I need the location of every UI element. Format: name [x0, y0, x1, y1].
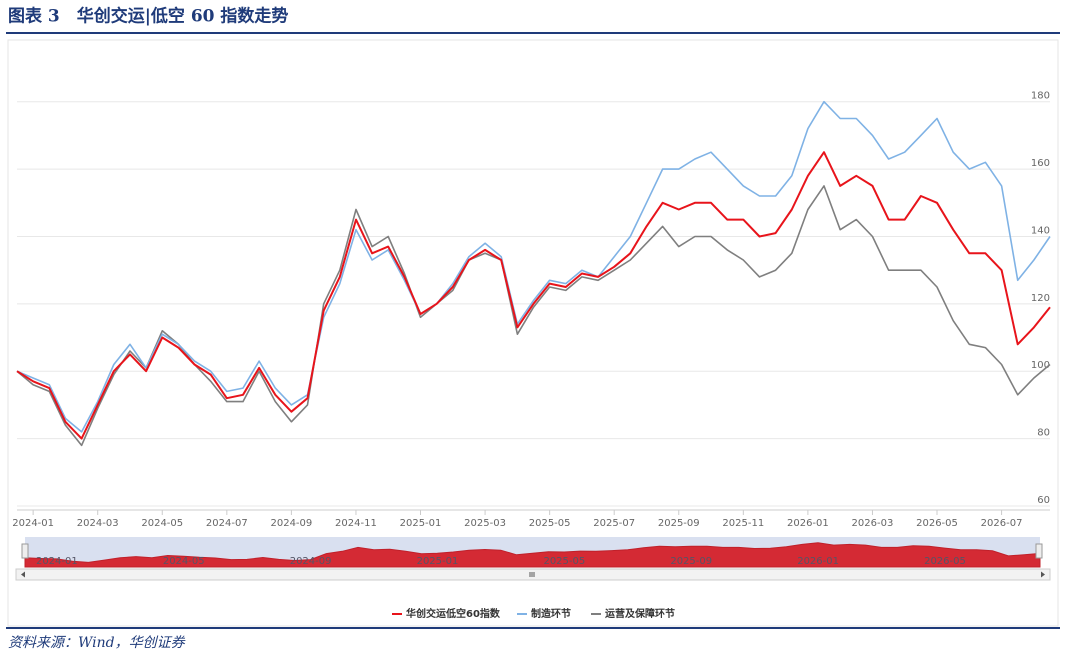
source: 资料来源：Wind，华创证券: [8, 635, 186, 651]
y-tick-label: 160: [1031, 158, 1050, 169]
legend-label: 运营及保障环节: [605, 607, 675, 620]
legend-label: 制造环节: [531, 607, 571, 620]
y-tick-label: 120: [1031, 293, 1050, 304]
x-tick-label: 2025-11: [722, 518, 764, 529]
x-tick-label: 2024-03: [77, 518, 119, 529]
x-tick-label: 2025-09: [658, 518, 700, 529]
y-tick-label: 140: [1031, 225, 1050, 236]
x-tick-label: 2026-05: [916, 518, 958, 529]
x-tick-label: 2026-01: [787, 518, 829, 529]
series-line: [16, 100, 1051, 433]
series-line: [16, 185, 1051, 447]
nav-handle[interactable]: [1035, 543, 1043, 559]
y-tick-label: 180: [1031, 91, 1050, 102]
x-tick-label: 2024-11: [335, 518, 377, 529]
x-tick-label: 2025-01: [400, 518, 442, 529]
x-tick-label: 2024-01: [12, 518, 54, 529]
series-line: [16, 151, 1051, 440]
x-tick-label: 2024-09: [270, 518, 312, 529]
x-tick-label: 2024-07: [206, 518, 248, 529]
scroll-grip[interactable]: [529, 572, 535, 577]
x-tick-label: 2026-07: [981, 518, 1023, 529]
navigator-area: [24, 542, 1041, 568]
y-tick-label: 60: [1037, 495, 1050, 506]
scrollbar[interactable]: [15, 568, 1051, 581]
navigator-label: 2026-01: [797, 556, 839, 567]
x-tick-label: 2025-07: [593, 518, 635, 529]
y-tick-label: 80: [1037, 428, 1050, 439]
legend-label: 华创交运低空60指数: [406, 607, 501, 620]
navigator-label: 2024-01: [36, 556, 78, 567]
x-tick-label: 2025-05: [529, 518, 571, 529]
navigator-label: 2025-09: [670, 556, 712, 567]
scroll-right[interactable]: [1041, 571, 1045, 578]
nav-handle[interactable]: [21, 543, 29, 559]
chart-title: 图表 3 华创交运|低空 60 指数走势: [8, 6, 288, 27]
navigator-label: 2025-01: [417, 556, 459, 567]
navigator-label: 2026-05: [924, 556, 966, 567]
y-tick-label: 100: [1031, 360, 1050, 371]
navigator-label: 2024-05: [163, 556, 205, 567]
chart-frame: [7, 39, 1059, 627]
x-tick-label: 2025-03: [464, 518, 506, 529]
x-tick-label: 2024-05: [141, 518, 183, 529]
scroll-left[interactable]: [21, 571, 25, 578]
navigator-label: 2025-05: [543, 556, 585, 567]
x-tick-label: 2026-03: [852, 518, 894, 529]
navigator-label: 2024-09: [290, 556, 332, 567]
